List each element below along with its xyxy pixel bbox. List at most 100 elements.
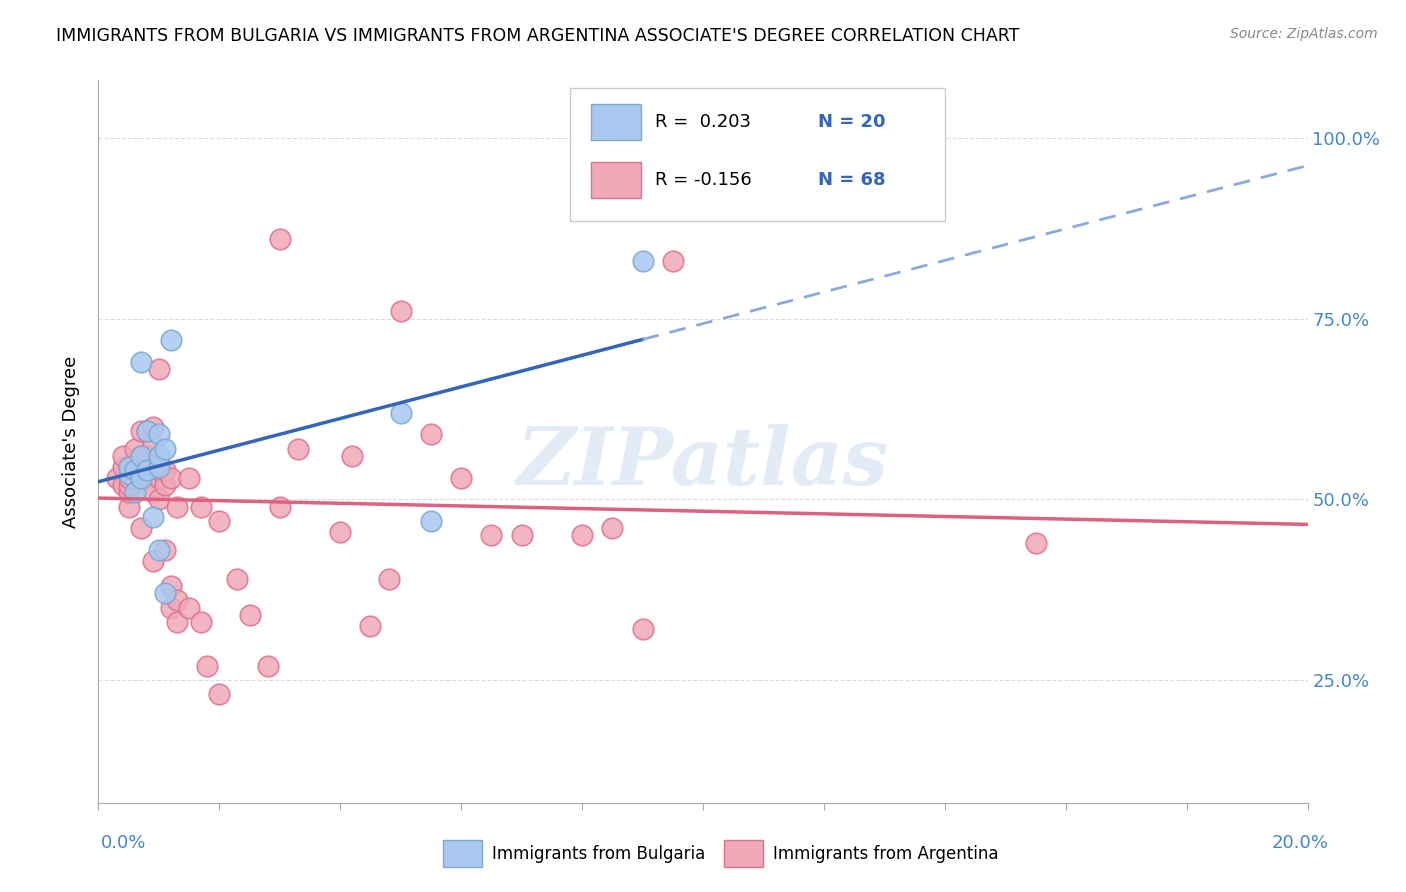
Point: [124, 459, 146, 474]
Point: [208, 687, 231, 701]
Point: [160, 334, 183, 348]
Point: [631, 623, 654, 637]
Point: [420, 427, 443, 442]
Point: [450, 470, 472, 484]
Point: [420, 514, 443, 528]
Point: [329, 524, 352, 539]
Y-axis label: Associate's Degree: Associate's Degree: [62, 355, 80, 528]
Point: [129, 456, 152, 470]
Text: N = 20: N = 20: [818, 113, 886, 131]
Point: [129, 449, 152, 463]
Point: [360, 619, 382, 633]
Point: [342, 449, 364, 463]
Point: [118, 500, 141, 514]
Point: [135, 470, 157, 484]
Text: Source: ZipAtlas.com: Source: ZipAtlas.com: [1230, 27, 1378, 41]
Point: [142, 459, 165, 474]
Point: [166, 593, 188, 607]
Point: [124, 463, 146, 477]
Point: [129, 521, 152, 535]
Point: [118, 459, 141, 474]
Text: 20.0%: 20.0%: [1272, 834, 1329, 852]
Point: [129, 470, 152, 484]
Point: [111, 449, 134, 463]
Text: N = 68: N = 68: [818, 171, 886, 189]
Point: [148, 459, 170, 474]
Point: [160, 470, 183, 484]
Point: [135, 463, 157, 477]
Point: [153, 586, 176, 600]
Point: [129, 424, 152, 438]
Point: [602, 521, 624, 535]
Text: Immigrants from Bulgaria: Immigrants from Bulgaria: [492, 845, 706, 863]
Text: IMMIGRANTS FROM BULGARIA VS IMMIGRANTS FROM ARGENTINA ASSOCIATE'S DEGREE CORRELA: IMMIGRANTS FROM BULGARIA VS IMMIGRANTS F…: [56, 27, 1019, 45]
Text: ZIPatlas: ZIPatlas: [517, 425, 889, 502]
Point: [389, 304, 412, 318]
Text: 0.0%: 0.0%: [101, 834, 146, 852]
Point: [481, 528, 503, 542]
FancyBboxPatch shape: [591, 162, 641, 198]
Point: [239, 607, 262, 622]
Point: [129, 449, 152, 463]
Text: R =  0.203: R = 0.203: [655, 113, 751, 131]
Point: [111, 459, 134, 474]
Point: [377, 572, 399, 586]
Point: [269, 232, 291, 246]
Point: [153, 542, 176, 557]
Point: [142, 467, 165, 481]
Point: [226, 572, 249, 586]
Point: [142, 510, 165, 524]
Point: [105, 470, 128, 484]
Point: [118, 478, 141, 492]
Point: [148, 449, 170, 463]
Point: [142, 485, 165, 500]
Point: [129, 463, 152, 477]
Point: [208, 514, 231, 528]
Point: [287, 442, 309, 456]
Point: [142, 438, 165, 452]
Point: [135, 424, 157, 438]
Point: [142, 420, 165, 434]
Point: [118, 467, 141, 481]
Point: [256, 658, 278, 673]
Point: [153, 478, 176, 492]
FancyBboxPatch shape: [569, 87, 945, 221]
Point: [148, 362, 170, 376]
Point: [153, 442, 176, 456]
Point: [510, 528, 533, 542]
Point: [129, 355, 152, 369]
FancyBboxPatch shape: [591, 104, 641, 140]
Point: [631, 254, 654, 268]
Point: [179, 600, 201, 615]
Point: [190, 615, 212, 630]
Point: [118, 485, 141, 500]
Point: [135, 463, 157, 477]
Point: [160, 600, 183, 615]
Point: [124, 485, 146, 500]
Point: [124, 470, 146, 484]
Point: [148, 427, 170, 442]
Point: [661, 254, 683, 268]
Text: Immigrants from Argentina: Immigrants from Argentina: [773, 845, 998, 863]
Point: [111, 478, 134, 492]
Point: [148, 492, 170, 507]
Text: R = -0.156: R = -0.156: [655, 171, 751, 189]
Point: [190, 500, 212, 514]
Point: [153, 463, 176, 477]
Point: [148, 542, 170, 557]
Point: [142, 554, 165, 568]
Point: [148, 470, 170, 484]
Point: [1024, 535, 1046, 549]
Point: [135, 449, 157, 463]
Point: [571, 528, 593, 542]
Point: [135, 459, 157, 474]
Point: [160, 579, 183, 593]
Point: [124, 442, 146, 456]
Point: [135, 424, 157, 438]
Point: [166, 615, 188, 630]
Point: [179, 470, 201, 484]
Point: [118, 470, 141, 484]
Point: [148, 463, 170, 477]
Point: [118, 459, 141, 474]
Point: [269, 500, 291, 514]
